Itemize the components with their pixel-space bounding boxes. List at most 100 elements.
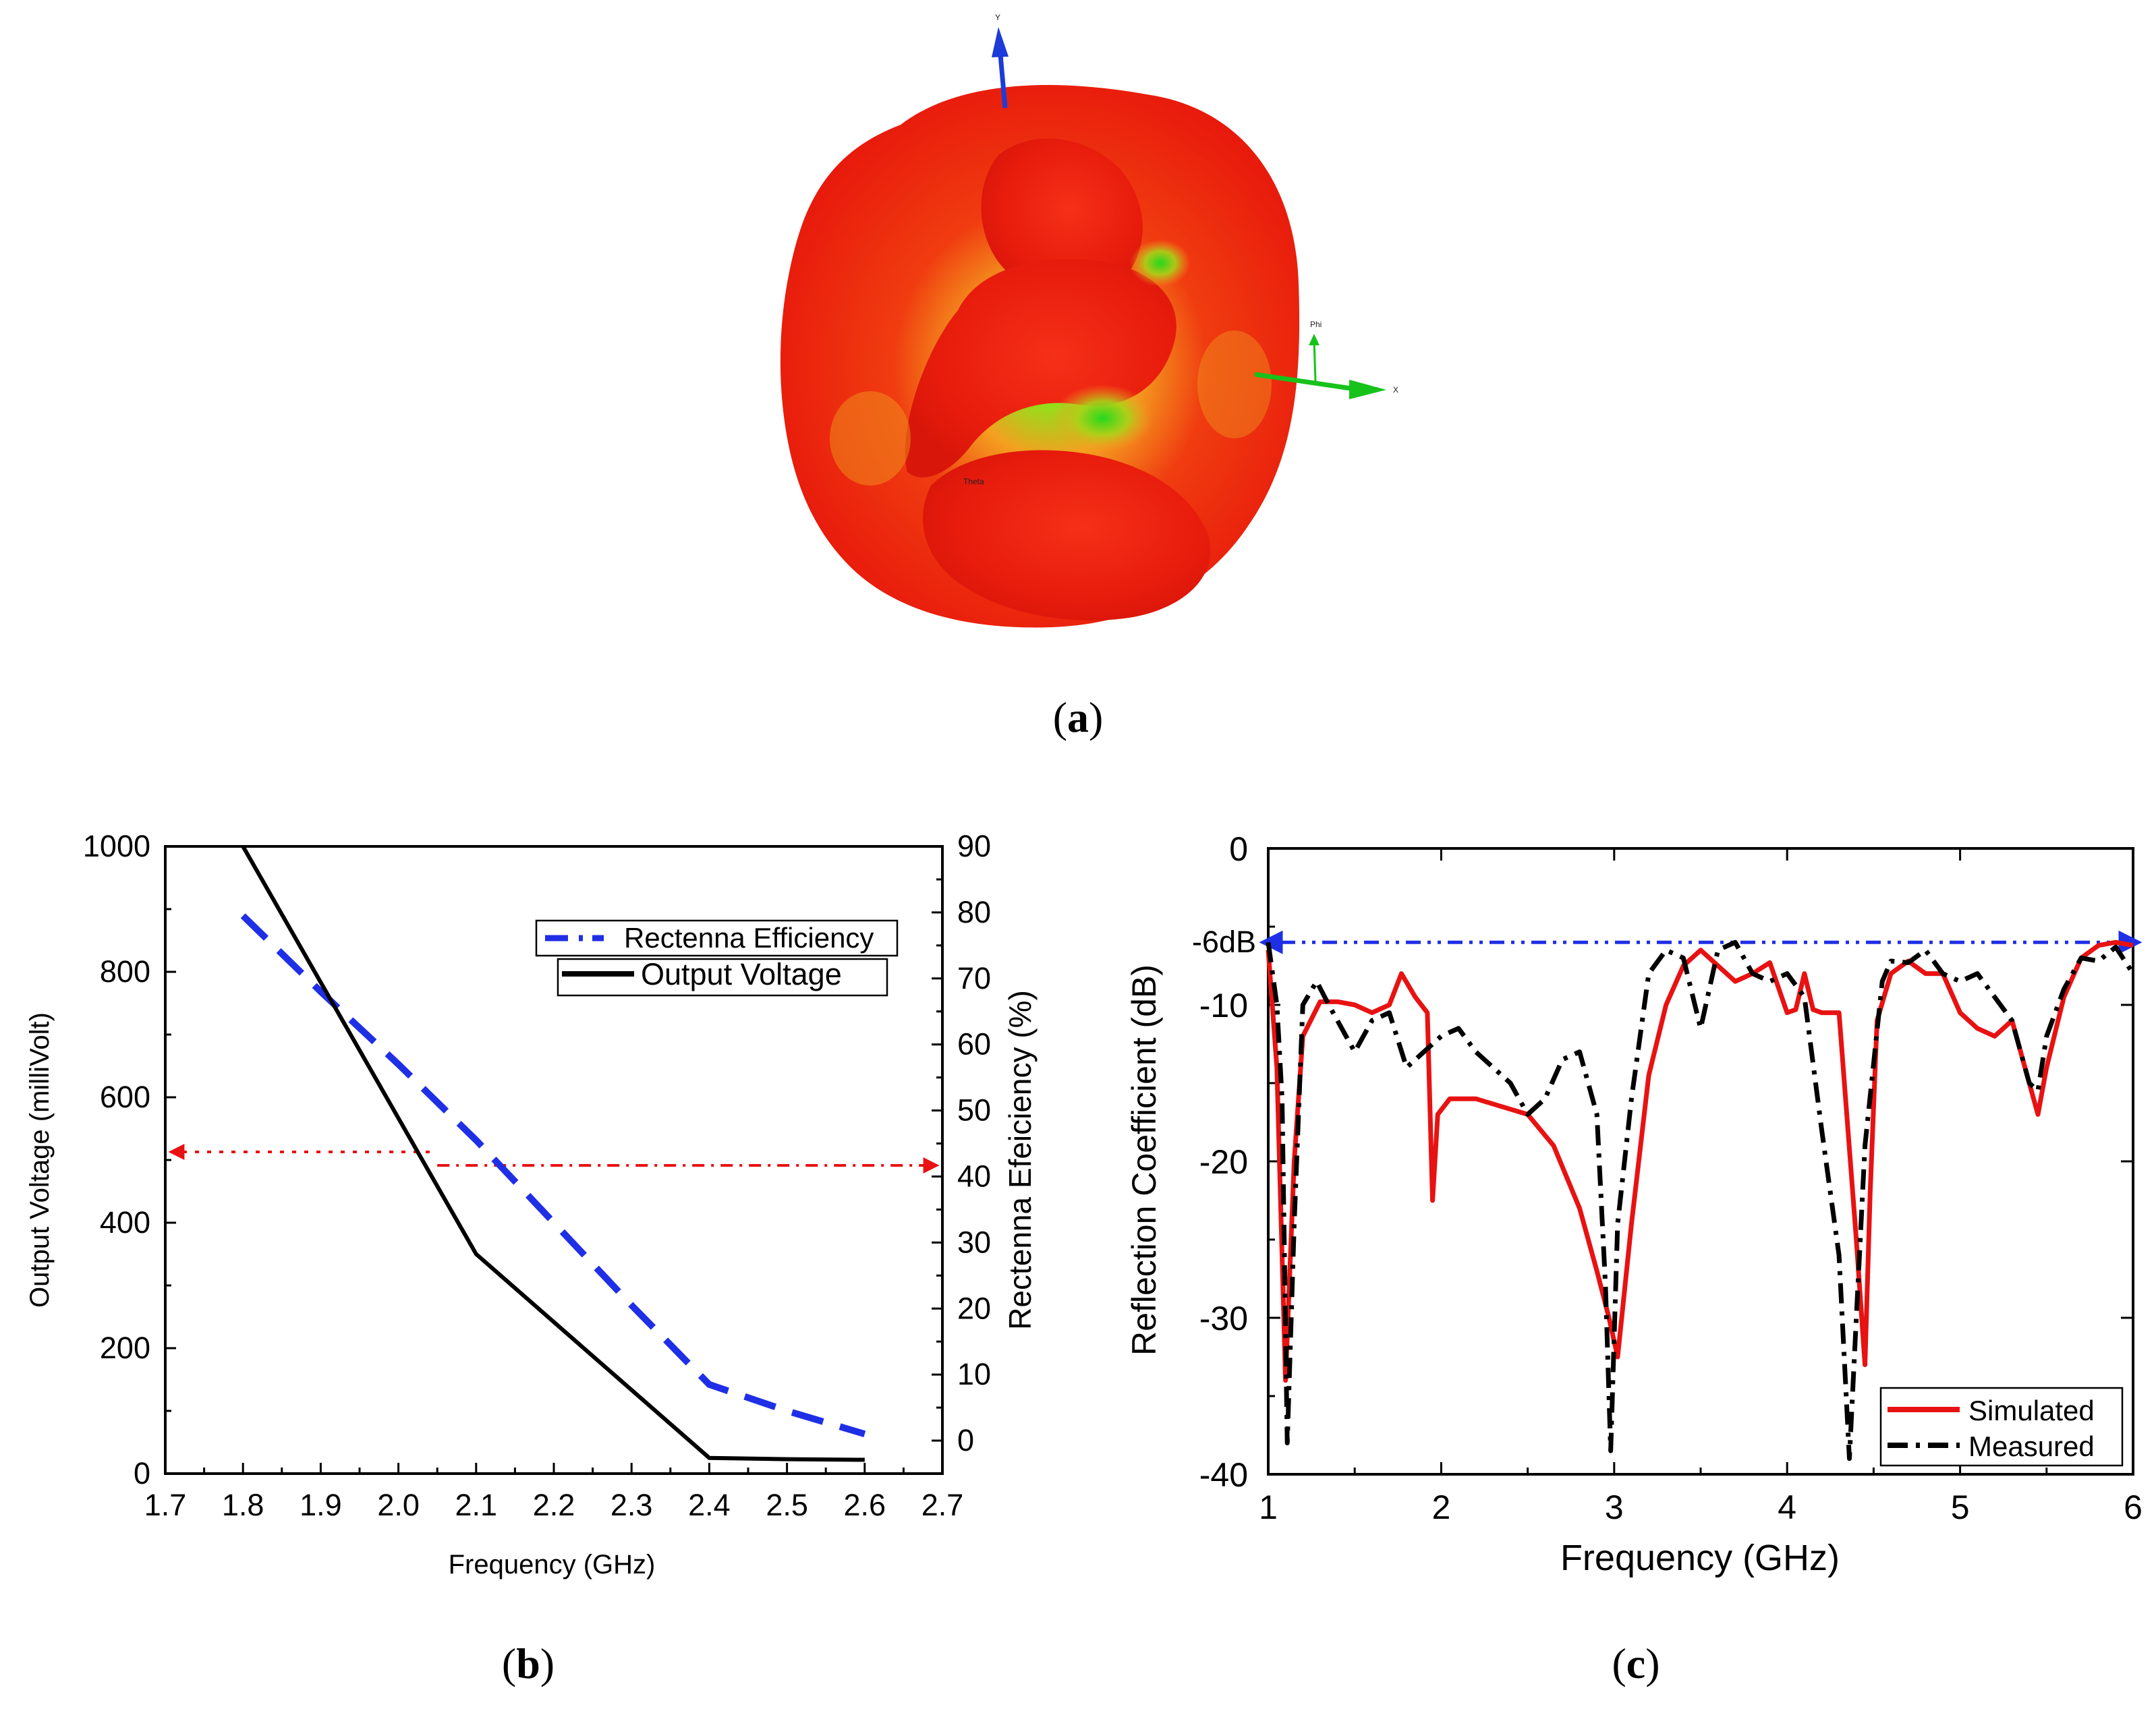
measured-point — [1316, 981, 1317, 982]
pattern-shade-left — [830, 391, 911, 486]
pattern-lower-lobe — [923, 450, 1211, 620]
chart-b-xtick-label: 2.0 — [377, 1488, 420, 1522]
series-output-voltage — [241, 845, 865, 1462]
legend-label-measured: Measured — [1968, 1430, 2095, 1462]
chart-b-y2tick-label: 50 — [957, 1093, 991, 1128]
chart-b-xtick-label: 1.9 — [300, 1488, 342, 1522]
chart-b-ytick-label: 800 — [100, 954, 150, 989]
legend-label-simulated: Simulated — [1968, 1395, 2095, 1426]
chart-b-xtick-label: 2.5 — [766, 1488, 808, 1522]
chart-c-ytick-label: -10 — [1199, 987, 1248, 1024]
x-axis-arrow: X — [1254, 372, 1398, 399]
chart-b-y2label: Rectenna Efeiciency (%) — [1002, 990, 1038, 1330]
chart-c-xtick-label: 6 — [2124, 1488, 2143, 1526]
chart-b-ylabel: Output Voltage (milliVolt) — [25, 1012, 55, 1308]
chart-b-y2tick-label: 60 — [957, 1027, 991, 1062]
panel-c-letter: c — [1626, 1640, 1645, 1687]
chart-b-xtick-label: 2.3 — [611, 1488, 653, 1522]
chart-b-ytick-label: 200 — [100, 1331, 150, 1365]
phi-label: Phi — [1310, 320, 1322, 329]
measured-point — [1282, 1098, 1283, 1099]
chart-b-xtick-label: 1.8 — [222, 1488, 264, 1522]
measured-point — [1328, 1004, 1330, 1006]
chart-b-y2tick-label: 30 — [957, 1225, 991, 1259]
panel-b-label: (b) — [502, 1640, 555, 1687]
chart-c-ticks: 1 2 3 4 5 6 0 -10 -20 -30 -40 — [1199, 830, 2143, 1526]
measured-point — [1718, 950, 1719, 951]
measured-point — [1354, 1051, 1355, 1053]
chart-b-xtick-label: 2.4 — [688, 1488, 731, 1522]
legend-box-c — [1879, 1387, 2124, 1467]
chart-b-xlabel: Frequency (GHz) — [449, 1550, 656, 1579]
x-axis-label: X — [1393, 385, 1398, 395]
chart-b: 1.7 1.8 1.9 2.0 2.1 2.2 2.3 2.4 2.5 2.6 2.70200400… — [25, 829, 1038, 1579]
measured-point — [1562, 1059, 1563, 1060]
measured-point — [1856, 1317, 1857, 1318]
measured-point — [2037, 1091, 2039, 1092]
legend-box-voltage — [557, 958, 888, 997]
chart-b-y2tick-label: 20 — [957, 1291, 991, 1325]
pattern-shade-right — [1197, 330, 1272, 438]
efficiency-point — [553, 1222, 555, 1223]
chart-c-xtick-label: 5 — [1951, 1488, 1970, 1526]
panel-a-letter: a — [1067, 693, 1089, 741]
measured-point — [1700, 1028, 1701, 1029]
panel-a-label: (a) — [1053, 693, 1104, 741]
chart-c-xlabel: Frequency (GHz) — [1560, 1538, 1840, 1578]
chart-b-ytick-label: 0 — [134, 1456, 150, 1490]
chart-c-series — [1266, 939, 2135, 1461]
measured-point — [1648, 973, 1649, 975]
phi-indicator: Phi — [1309, 320, 1322, 382]
measured-point — [2098, 960, 2099, 962]
measured-point — [1617, 1223, 1618, 1225]
chart-b-xtick-label: 1.7 — [144, 1488, 187, 1522]
measured-point — [1804, 996, 1805, 997]
chart-b-ytick-label: 1000 — [83, 829, 150, 863]
chart-c-xtick-label: 2 — [1431, 1488, 1450, 1526]
pattern-middle-lobe — [905, 259, 1176, 477]
series-simulated — [1266, 939, 2134, 1383]
chart-c-ylabel: Reflection Coefficient (dB) — [1125, 964, 1163, 1356]
panel-c-label: (c) — [1612, 1640, 1659, 1687]
y-axis-label: Y — [995, 13, 1000, 22]
chart-c: 1 2 3 4 5 6 0 -10 -20 -30 -40 -6dB Simulated Measu… — [1125, 830, 2143, 1578]
measured-point — [1769, 981, 1771, 982]
chart-c-ytick-label: -30 — [1199, 1300, 1248, 1337]
chart-b-legend: Rectenna Efficiency Output Voltage — [535, 919, 899, 997]
chart-b-series — [240, 845, 866, 1462]
series-rectenna-efficiency — [240, 913, 866, 1438]
chart-b-ytick-label: 400 — [100, 1205, 150, 1240]
efficiency-point — [787, 1410, 788, 1412]
chart-c-xtick-label: 3 — [1605, 1488, 1624, 1526]
measured-point — [1492, 1067, 1494, 1068]
chart-b-y2tick-label: 40 — [957, 1159, 991, 1193]
chart-b-xtick-label: 2.6 — [844, 1488, 886, 1522]
chart-c-ytick-label: -40 — [1199, 1456, 1248, 1494]
pattern-top-lobe — [981, 138, 1143, 295]
chart-c-annotation-6db: -6dB — [1192, 925, 1256, 959]
y-axis-arrow: Y — [992, 13, 1009, 109]
chart-b-xtick-label: 2.7 — [921, 1488, 964, 1522]
chart-b-reference — [168, 1144, 940, 1173]
legend-label-voltage: Output Voltage — [641, 957, 842, 991]
pattern-null-center — [1052, 384, 1154, 452]
chart-b-y2tick-label: 0 — [957, 1423, 974, 1457]
legend-label-efficiency: Rectenna Efficiency — [624, 922, 874, 954]
chart-b-y2tick-label: 70 — [957, 961, 991, 995]
theta-label: Theta — [963, 477, 984, 486]
pattern-null-upper — [1130, 239, 1191, 287]
radiation-pattern-3d: Y X Phi Theta — [780, 13, 1398, 628]
chart-b-y2tick-label: 90 — [957, 829, 991, 863]
chart-b-ticks: 1.7 1.8 1.9 2.0 2.1 2.2 2.3 2.4 2.5 2.6 2.70200400… — [83, 829, 991, 1522]
measured-point — [1406, 1067, 1407, 1068]
measured-point — [1666, 950, 1667, 951]
chart-c-xtick-label: 1 — [1259, 1488, 1278, 1526]
chart-b-y2tick-label: 10 — [957, 1357, 991, 1391]
panel-b-letter: b — [516, 1640, 540, 1687]
chart-c-xtick-label: 4 — [1778, 1488, 1796, 1526]
chart-c-ytick-label: 0 — [1229, 830, 1248, 868]
measured-point — [1925, 950, 1926, 951]
chart-b-ytick-label: 600 — [100, 1080, 150, 1114]
chart-c-ytick-label: -20 — [1199, 1143, 1248, 1181]
